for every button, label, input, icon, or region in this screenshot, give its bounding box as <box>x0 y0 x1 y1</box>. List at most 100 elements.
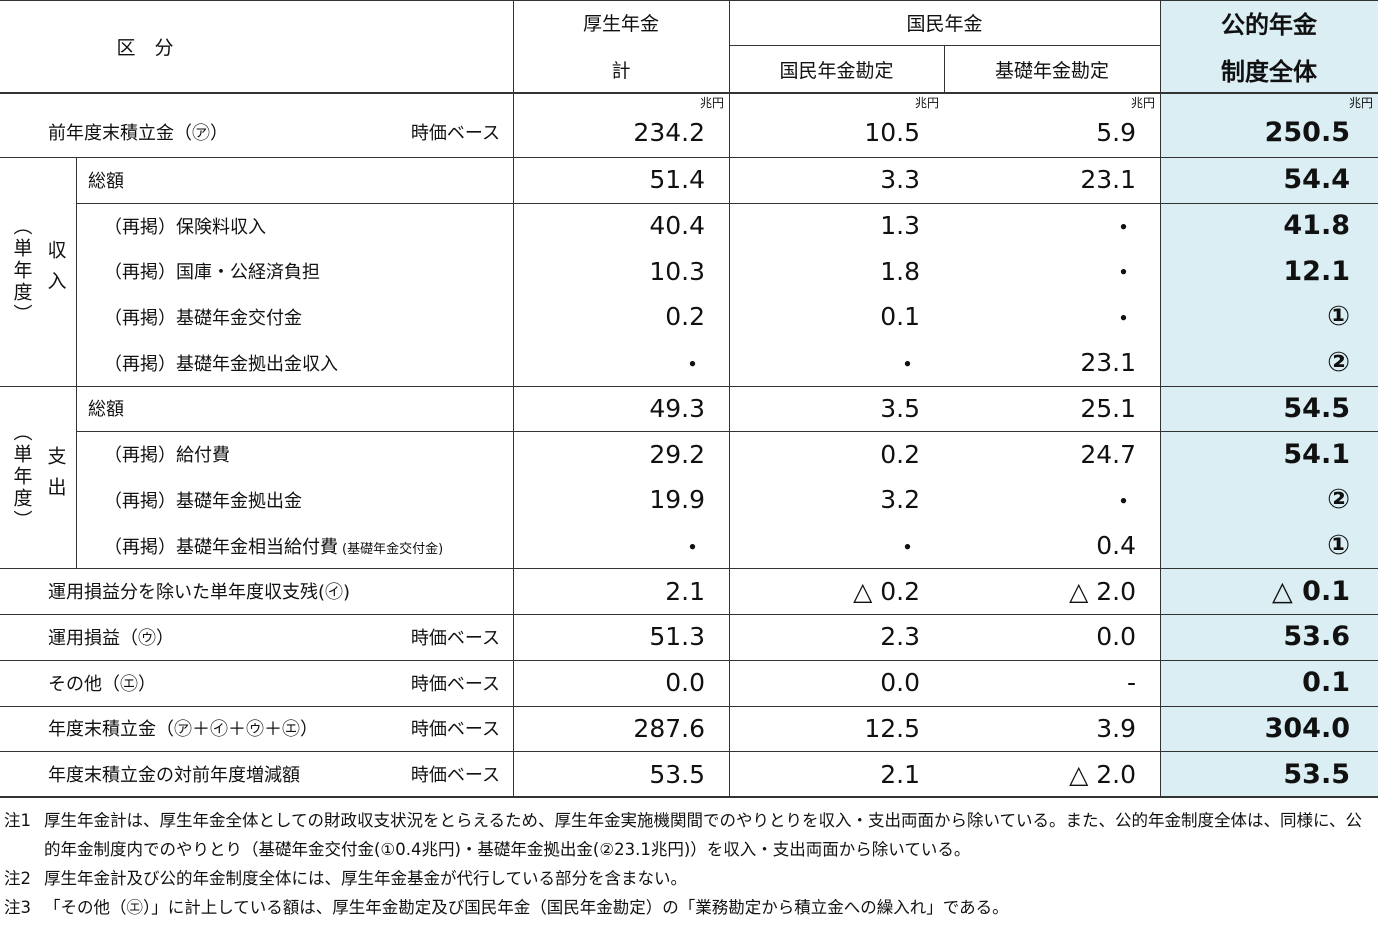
rule <box>513 0 514 797</box>
cell-value: △ 0.1 <box>1272 575 1350 607</box>
row-label: その他（㋓） <box>48 673 156 695</box>
cell-value: 10.3 <box>649 256 705 286</box>
row-label: （再掲）国庫・公経済負担 <box>104 262 320 284</box>
unit-label: 兆円 <box>1348 95 1373 110</box>
cell-value: 2.3 <box>880 622 920 652</box>
cell-value: 54.1 <box>1283 438 1350 470</box>
row-label: （再掲）基礎年金拠出金収入 <box>104 353 338 375</box>
rule <box>0 614 1378 616</box>
cell-value: 10.5 <box>864 117 920 147</box>
row-label: （再掲）基礎年金相当給付費 (基礎年金交付金) <box>104 536 444 558</box>
cell-value: 2.1 <box>665 576 705 606</box>
cell-value: △ 2.0 <box>1069 576 1136 606</box>
cell-value: 287.6 <box>633 713 705 743</box>
cell-value: 250.5 <box>1264 116 1350 148</box>
rule <box>0 157 1378 158</box>
group-side: （単年度） <box>10 216 33 327</box>
header-kosei: 厚生年金 <box>582 13 659 35</box>
cell-value: ① <box>1327 530 1350 562</box>
cell-value: 0.0 <box>880 668 920 698</box>
row-label: 運用損益（㋒） <box>48 627 174 649</box>
cell-value: ・ <box>679 349 705 379</box>
header-total-sub: 制度全体 <box>1221 57 1317 86</box>
cell-value: 3.2 <box>880 485 920 515</box>
header-kokumin: 国民年金 <box>906 13 983 35</box>
rule <box>0 92 1378 94</box>
cell-value: ・ <box>1110 303 1136 333</box>
rule <box>76 157 77 569</box>
cell-value: 0.2 <box>665 302 705 332</box>
header-total: 公的年金 <box>1221 11 1317 39</box>
cell-value: 23.1 <box>1080 348 1136 378</box>
row-label: （再掲）給付費 <box>104 445 230 467</box>
row-basis: 時価ベース <box>410 765 500 787</box>
rule <box>76 431 1378 433</box>
cell-value: 29.2 <box>649 439 705 469</box>
cell-value: 51.4 <box>649 165 705 195</box>
unit-label: 兆円 <box>1130 95 1155 110</box>
group-side: （単年度） <box>10 421 33 532</box>
rule <box>0 659 1378 661</box>
cell-value: 1.3 <box>880 211 920 241</box>
cell-value: ・ <box>1110 486 1136 516</box>
rule <box>1160 0 1161 797</box>
header-kokumin-a: 国民年金勘定 <box>779 59 894 82</box>
unit-label: 兆円 <box>699 95 724 110</box>
cell-value: 19.9 <box>649 485 705 515</box>
cell-value: ・ <box>894 349 920 379</box>
row-basis: 時価ベース <box>410 673 500 695</box>
cell-value: ① <box>1327 301 1350 333</box>
row-label: 前年度末積立金（㋐） <box>48 123 228 144</box>
cell-value: ・ <box>894 532 920 562</box>
cell-value: 53.6 <box>1283 621 1350 653</box>
footnote-mark: 注2 <box>4 869 31 888</box>
cell-value: 234.2 <box>633 117 705 147</box>
cell-value: 0.2 <box>880 439 920 469</box>
cell-value: 51.3 <box>649 622 705 652</box>
cell-value: 0.0 <box>665 668 705 698</box>
footnote: 注2 厚生年金計及び公的年金制度全体には、厚生年金基金が代行している部分を含まない… <box>0 864 1378 893</box>
row-label: （再掲）基礎年金拠出金 <box>104 490 302 512</box>
unit-label: 兆円 <box>914 95 939 110</box>
cell-value: 25.1 <box>1080 393 1136 423</box>
cell-value: 0.1 <box>1302 667 1350 699</box>
row-label: 総額 <box>88 399 124 421</box>
footnote-text: 「その他（㋓）」に計上している額は、厚生年金勘定及び国民年金（国民年金勘定）の「… <box>44 898 1009 917</box>
cell-value: 5.9 <box>1096 117 1136 147</box>
row-basis: 時価ベース <box>410 123 500 144</box>
header-kosei-sub: 計 <box>611 59 631 82</box>
row-label: （再掲）保険料収入 <box>104 216 266 238</box>
cell-value: ・ <box>679 532 705 562</box>
row-label-note: (基礎年金交付金) <box>342 542 444 558</box>
cell-value: 304.0 <box>1264 712 1350 744</box>
row-label: 年度末積立金（㋐＋㋑＋㋒＋㋓） <box>48 719 318 741</box>
cell-value: ② <box>1327 347 1350 379</box>
cell-value: 49.3 <box>649 393 705 423</box>
cell-value: 54.4 <box>1283 164 1350 196</box>
cell-value: 23.1 <box>1080 165 1136 195</box>
rule <box>0 796 1378 798</box>
cell-value: 3.3 <box>880 165 920 195</box>
rule <box>0 568 1378 570</box>
cell-value: 24.7 <box>1080 439 1136 469</box>
row-label: （再掲）基礎年金交付金 <box>104 307 302 329</box>
cell-value: 12.1 <box>1283 255 1350 287</box>
cell-value: 40.4 <box>649 211 705 241</box>
cell-value: 3.5 <box>880 393 920 423</box>
rule <box>729 0 730 797</box>
row-label: 総額 <box>88 170 124 192</box>
rule <box>944 45 945 93</box>
rule <box>0 0 1378 1</box>
group-label: 支出 <box>44 445 67 508</box>
footnote-mark: 注3 <box>4 898 31 917</box>
cell-value: - <box>1126 668 1136 698</box>
cell-value: 41.8 <box>1283 210 1350 242</box>
cell-value: 0.0 <box>1096 622 1136 652</box>
cell-value: 53.5 <box>649 759 705 789</box>
group-label: 収入 <box>44 240 67 303</box>
rule <box>76 202 1378 204</box>
cell-value: 12.5 <box>864 713 920 743</box>
row-basis: 時価ベース <box>410 719 500 741</box>
cell-value: △ 2.0 <box>1069 759 1136 789</box>
